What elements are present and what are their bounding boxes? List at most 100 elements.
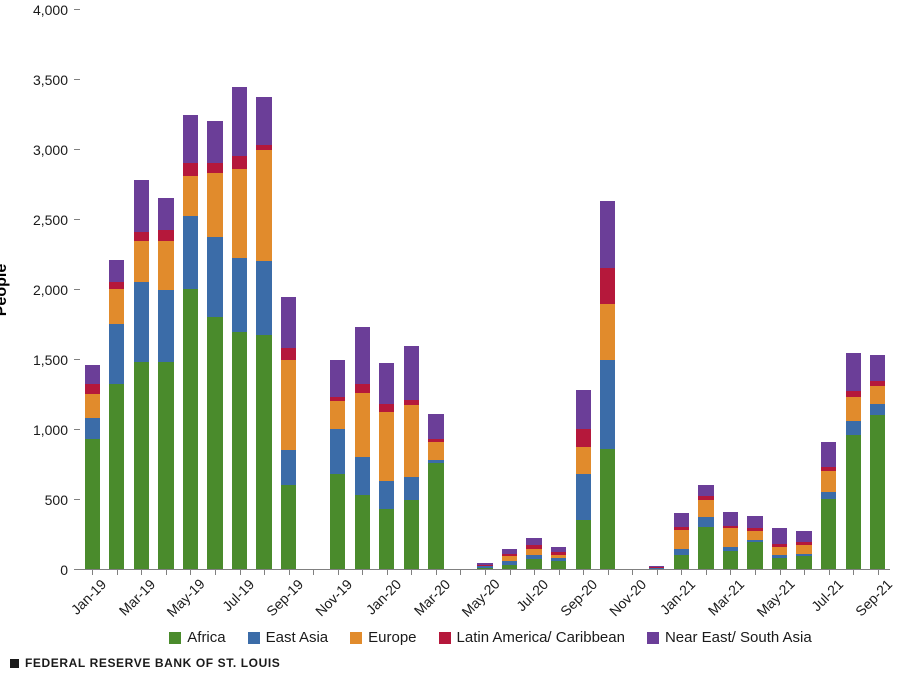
bar-segment-latin xyxy=(109,282,124,289)
y-tick-label: 2,500 xyxy=(33,212,68,228)
bar-segment-africa xyxy=(821,499,836,569)
x-tick-label: May-21 xyxy=(753,576,797,620)
bar-segment-eastasia xyxy=(600,360,615,448)
logo-square-icon xyxy=(10,659,19,668)
bar xyxy=(330,360,345,569)
bar-segment-europe xyxy=(134,241,149,282)
y-tick-label: 3,500 xyxy=(33,72,68,88)
x-tick-label: Jul-20 xyxy=(508,576,552,620)
bar xyxy=(796,531,811,569)
bar xyxy=(355,327,370,569)
y-axis: People 05001,0001,5002,0002,5003,0003,50… xyxy=(10,10,80,570)
bar-segment-neareast xyxy=(821,442,836,467)
bar-segment-europe xyxy=(232,169,247,259)
legend-label: Latin America/ Caribbean xyxy=(457,629,625,646)
bar-segment-eastasia xyxy=(109,324,124,384)
bar-segment-europe xyxy=(428,442,443,460)
bar-segment-latin xyxy=(379,404,394,412)
bar-segment-europe xyxy=(85,394,100,418)
bar-segment-europe xyxy=(796,545,811,553)
bar-segment-neareast xyxy=(526,538,541,545)
bar xyxy=(526,538,541,569)
x-tick-label: Jan-19 xyxy=(66,576,110,620)
bar-segment-neareast xyxy=(134,180,149,232)
bar xyxy=(232,87,247,569)
bar-segment-africa xyxy=(158,362,173,569)
bar-segment-europe xyxy=(674,530,689,550)
bar-segment-africa xyxy=(256,335,271,569)
bar xyxy=(85,365,100,569)
bar-segment-neareast xyxy=(379,363,394,404)
bar-segment-africa xyxy=(428,463,443,569)
bar-segment-eastasia xyxy=(281,450,296,485)
y-tick-label: 1,000 xyxy=(33,422,68,438)
bar-segment-neareast xyxy=(281,297,296,347)
bar xyxy=(379,363,394,569)
y-axis-title: People xyxy=(0,264,11,316)
bar xyxy=(183,115,198,569)
bar xyxy=(674,513,689,569)
bar-segment-latin xyxy=(207,163,222,173)
bar-segment-neareast xyxy=(85,365,100,385)
bar-segment-europe xyxy=(772,547,787,555)
bar-segment-eastasia xyxy=(576,474,591,520)
bar-segment-latin xyxy=(600,268,615,304)
bar-segment-neareast xyxy=(330,360,345,396)
bar-segment-europe xyxy=(379,412,394,481)
x-tick-label: Nov-19 xyxy=(311,576,355,620)
bar-segment-eastasia xyxy=(207,237,222,317)
x-tick-label: Mar-19 xyxy=(115,576,159,620)
bar-segment-eastasia xyxy=(355,457,370,495)
y-tick-label: 3,000 xyxy=(33,142,68,158)
bar-segment-europe xyxy=(183,176,198,217)
y-tick-label: 2,000 xyxy=(33,282,68,298)
bar-segment-neareast xyxy=(109,260,124,282)
bar-segment-africa xyxy=(85,439,100,569)
x-tick-label: May-20 xyxy=(458,576,502,620)
bar-segment-africa xyxy=(281,485,296,569)
x-tick-label: May-19 xyxy=(164,576,208,620)
bar xyxy=(207,121,222,569)
bar-segment-africa xyxy=(576,520,591,569)
bar-segment-eastasia xyxy=(379,481,394,509)
x-tick-label: Jan-20 xyxy=(360,576,404,620)
bar-segment-africa xyxy=(600,449,615,569)
bar-segment-eastasia xyxy=(232,258,247,332)
legend-label: Near East/ South Asia xyxy=(665,629,812,646)
bar-segment-africa xyxy=(747,542,762,569)
bar-segment-africa xyxy=(674,555,689,569)
legend: AfricaEast AsiaEuropeLatin America/ Cari… xyxy=(80,629,901,646)
bar xyxy=(870,355,885,569)
bar-segment-eastasia xyxy=(85,418,100,439)
bar-segment-europe xyxy=(109,289,124,324)
bar-segment-africa xyxy=(232,332,247,569)
bar-segment-europe xyxy=(576,447,591,474)
bar-segment-africa xyxy=(134,362,149,569)
x-tick-label: Jul-21 xyxy=(802,576,846,620)
bar-segment-europe xyxy=(870,386,885,404)
legend-swatch xyxy=(248,632,260,644)
bar-segment-africa xyxy=(109,384,124,569)
legend-item-neareast: Near East/ South Asia xyxy=(647,629,812,646)
bar-segment-africa xyxy=(846,435,861,569)
bar-segment-europe xyxy=(281,360,296,450)
bar-segment-europe xyxy=(256,150,271,261)
bar-segment-eastasia xyxy=(256,261,271,335)
bar-segment-eastasia xyxy=(404,477,419,501)
bar-segment-neareast xyxy=(232,87,247,156)
bar xyxy=(109,260,124,569)
x-tick-label: Mar-21 xyxy=(704,576,748,620)
bar-segment-latin xyxy=(85,384,100,394)
legend-swatch xyxy=(169,632,181,644)
bar-segment-africa xyxy=(379,509,394,569)
x-tick-label: Sep-21 xyxy=(851,576,895,620)
bar-segment-africa xyxy=(723,551,738,569)
source-attribution: FEDERAL RESERVE BANK OF ST. LOUIS xyxy=(10,656,901,670)
bar xyxy=(600,201,615,569)
bar xyxy=(428,414,443,569)
bar xyxy=(134,180,149,569)
bar-segment-europe xyxy=(747,531,762,539)
bar-segment-eastasia xyxy=(821,492,836,499)
bar xyxy=(821,442,836,569)
bar-segment-neareast xyxy=(428,414,443,439)
